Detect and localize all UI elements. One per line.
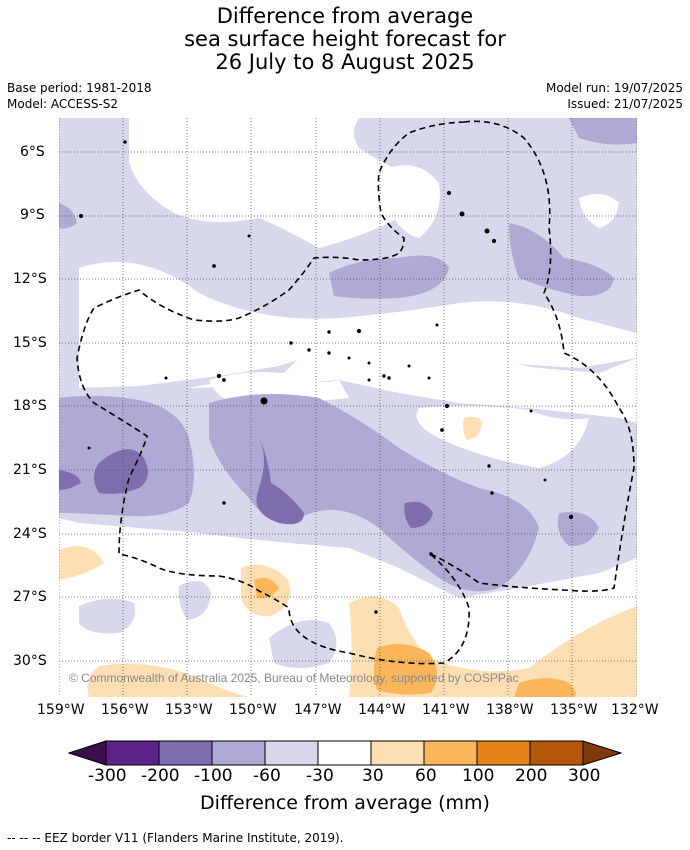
title-line-3: 26 July to 8 August 2025 [215, 50, 475, 74]
lat-tick: 30°S [13, 653, 47, 669]
copyright-notice: © Commonwealth of Australia 2025, Bureau… [69, 671, 519, 685]
colorbar-label: -300 [88, 766, 127, 786]
colorbar-bin [105, 740, 160, 766]
lat-tick: 12°S [13, 271, 47, 287]
lat-tick: 15°S [13, 335, 47, 351]
colorbar-label: 30 [362, 766, 384, 786]
graticule [59, 118, 637, 697]
colorbar-label: -200 [141, 766, 180, 786]
lat-tick: 27°S [13, 589, 47, 605]
anomaly-negative-60-100 [59, 118, 637, 592]
colorbar-label: 60 [415, 766, 437, 786]
colorbar-bin [529, 740, 584, 766]
lon-tick: 144°W [358, 702, 406, 718]
colorbar-bin [423, 740, 478, 766]
eez-legend-note: -- -- -- EEZ border V11 (Flanders Marine… [7, 831, 344, 845]
eez-border [76, 120, 635, 665]
model-label: Model: ACCESS-S2 [7, 97, 119, 111]
colorbar-over-arrow [582, 740, 622, 766]
colorbar-under-arrow [68, 740, 107, 766]
lon-tick: 132°W [611, 702, 659, 718]
lon-tick: 156°W [101, 702, 149, 718]
colorbar-label: 200 [515, 766, 548, 786]
lat-tick: 6°S [20, 144, 45, 160]
colorbar-bin [317, 740, 372, 766]
lat-tick: 21°S [13, 462, 47, 478]
colorbar-bin [264, 740, 319, 766]
lon-tick: 147°W [294, 702, 342, 718]
lat-tick: 9°S [20, 207, 45, 223]
title-line-1: Difference from average [216, 4, 474, 28]
lat-tick: 24°S [13, 526, 47, 542]
colorbar-bin [211, 740, 266, 766]
model-run-label: Model run: 19/07/2025 [545, 81, 683, 95]
colorbar-bin [158, 740, 213, 766]
lon-tick: 153°W [165, 702, 213, 718]
colorbar-label: 100 [462, 766, 495, 786]
colorbar [68, 740, 622, 766]
lon-tick: 141°W [422, 702, 470, 718]
colorbar-label: 300 [568, 766, 601, 786]
map-panel[interactable]: © Commonwealth of Australia 2025, Bureau… [59, 118, 637, 697]
colorbar-label: -100 [194, 766, 233, 786]
lon-tick: 135°W [550, 702, 598, 718]
islands [79, 140, 574, 614]
colorbar-bin [370, 740, 425, 766]
lon-tick: 159°W [37, 702, 85, 718]
colorbar-label: -30 [306, 766, 334, 786]
white-gap-north [79, 118, 637, 468]
colorbar-title: Difference from average (mm) [200, 792, 490, 814]
anomaly-positive-60-100 [254, 577, 576, 697]
issued-label: Issued: 21/07/2025 [567, 97, 683, 111]
lon-tick: 150°W [229, 702, 277, 718]
base-period-label: Base period: 1981-2018 [7, 81, 152, 95]
title-line-2: sea surface height forecast for [184, 27, 506, 51]
anomaly-negative-100-200 [59, 438, 433, 528]
colorbar-bin [476, 740, 531, 766]
lon-tick: 138°W [486, 702, 534, 718]
colorbar-label: -60 [253, 766, 281, 786]
lat-tick: 18°S [13, 398, 47, 414]
